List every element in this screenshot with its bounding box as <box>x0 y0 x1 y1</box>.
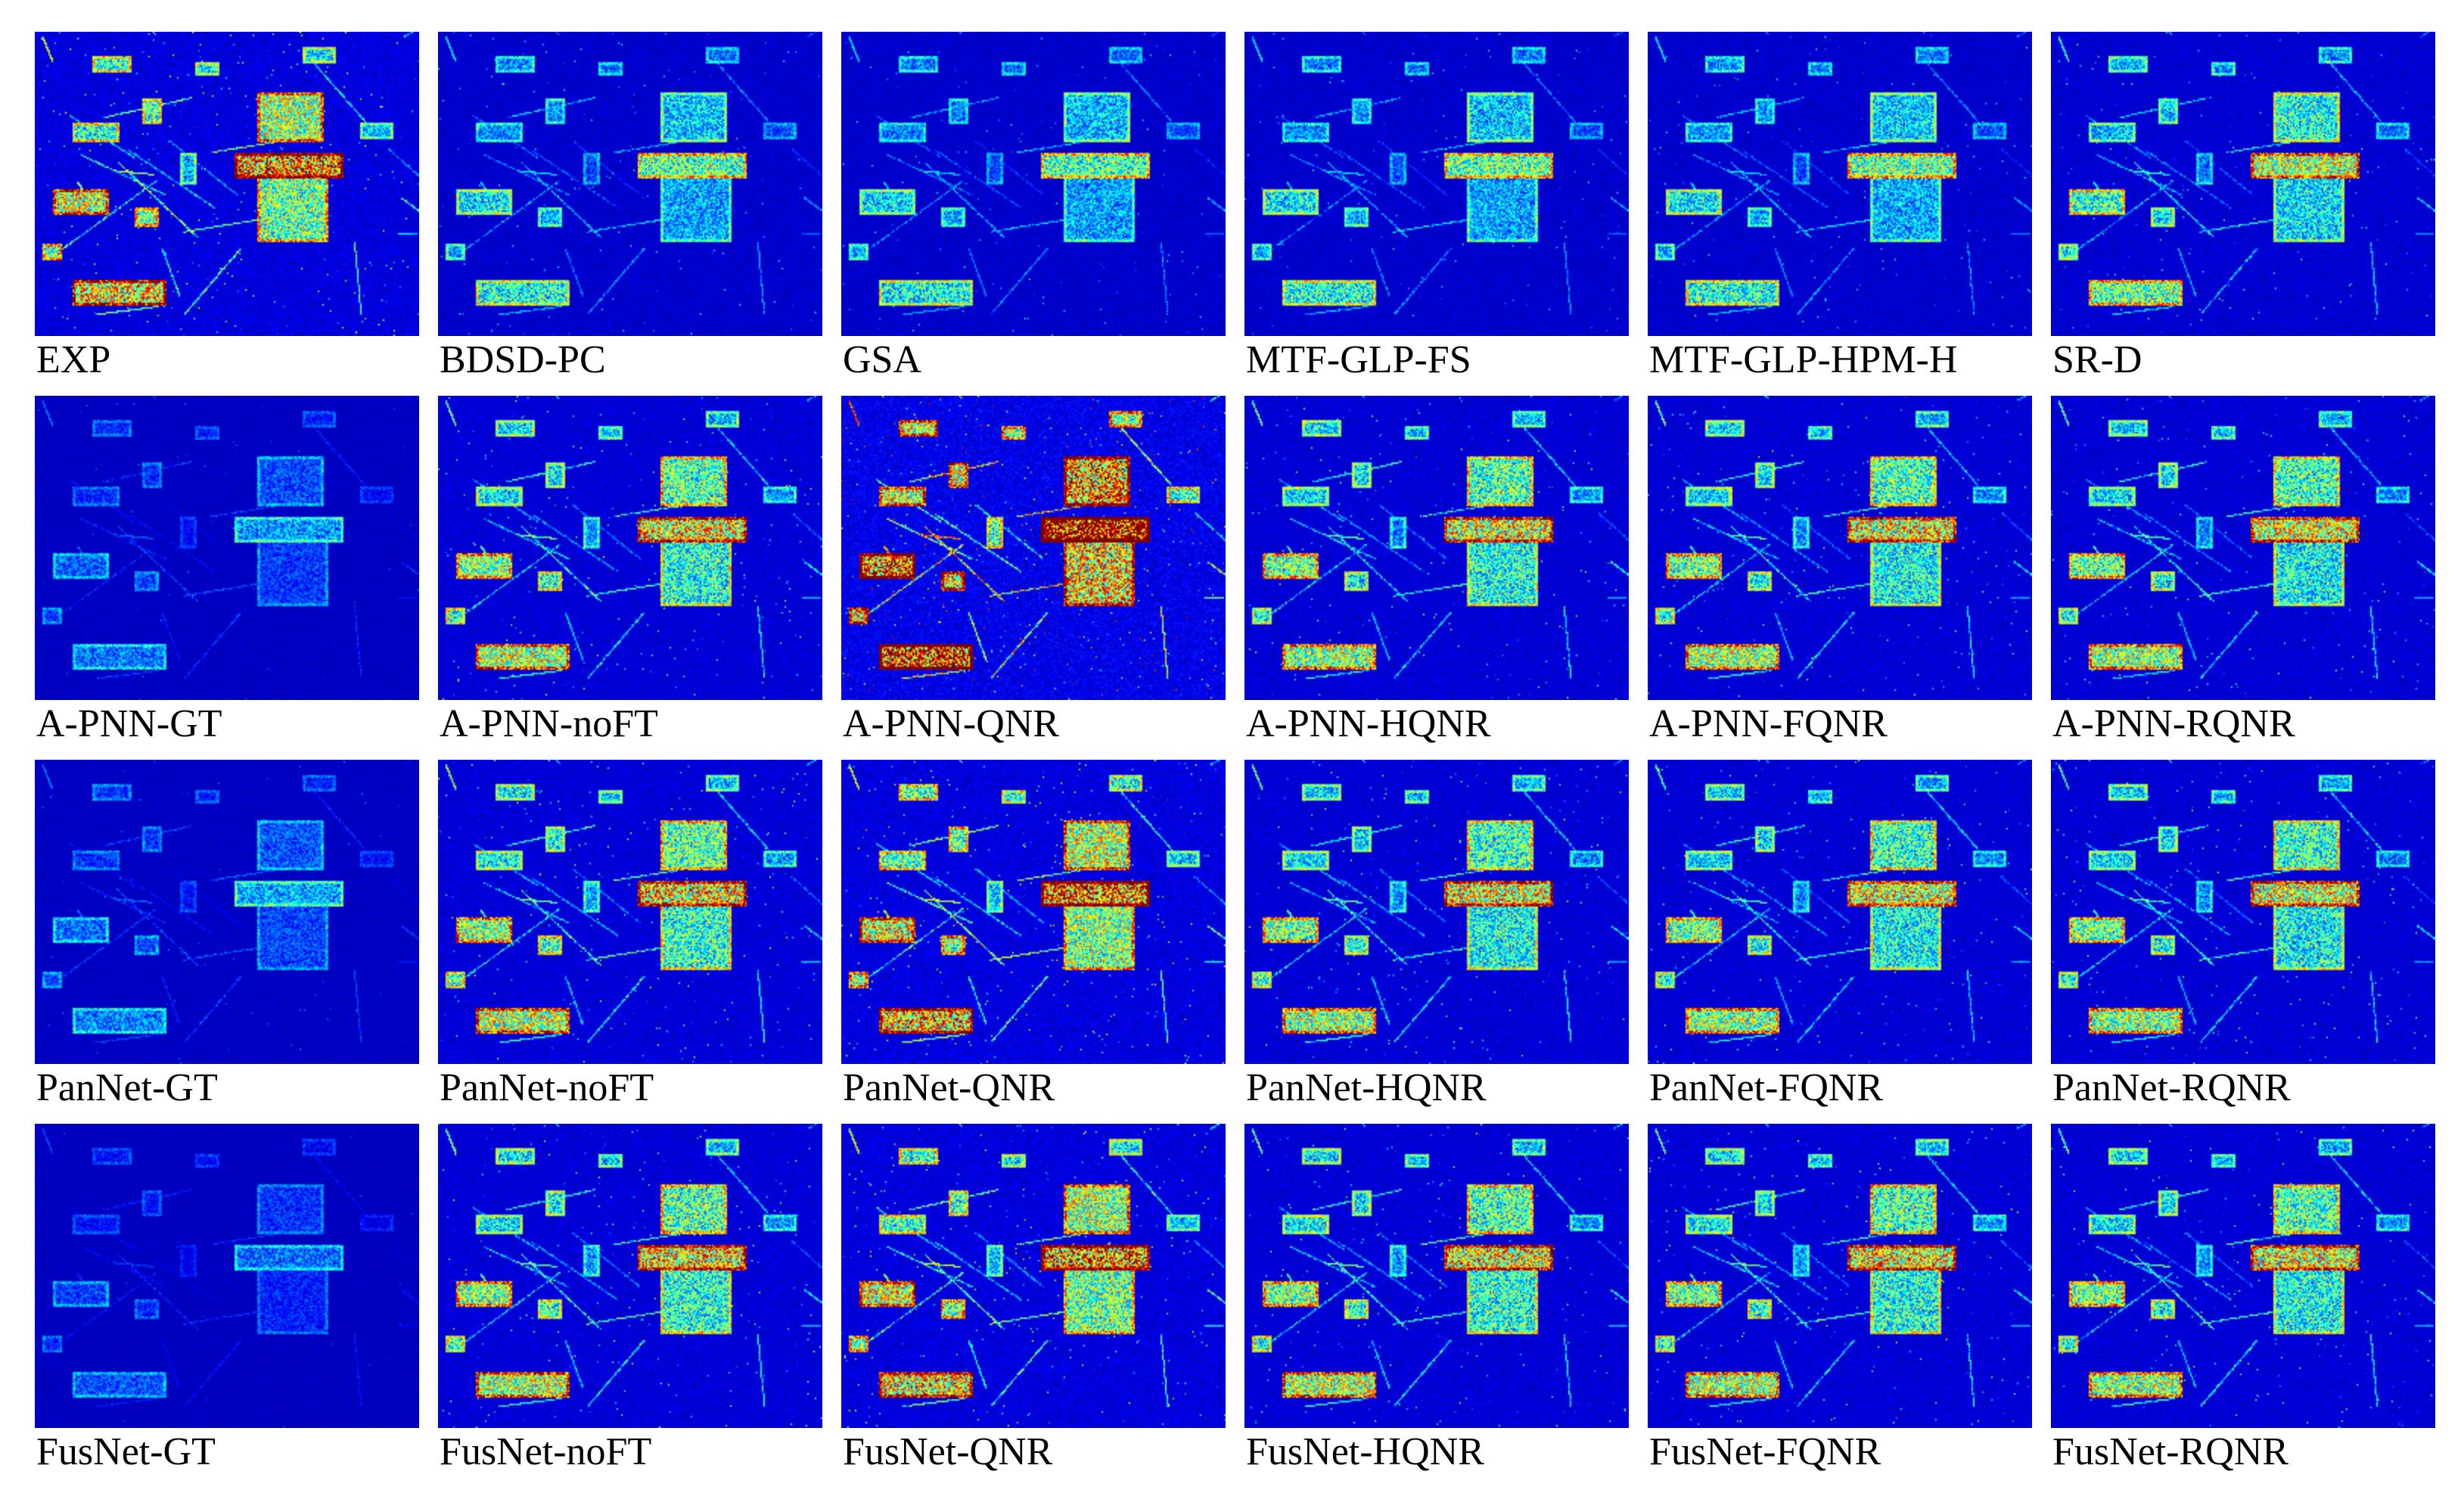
figure-cell: A-PNN-noFT <box>438 396 822 753</box>
figure-cell: PanNet-RQNR <box>2051 760 2435 1117</box>
heatmap-canvas <box>438 760 822 1064</box>
error-map-image <box>2051 396 2435 700</box>
error-map-image <box>841 760 1226 1064</box>
figure-cell: FusNet-QNR <box>841 1124 1226 1481</box>
error-map-image <box>1244 760 1629 1064</box>
figure-cell: A-PNN-GT <box>35 396 419 753</box>
figure-cell: A-PNN-RQNR <box>2051 396 2435 753</box>
heatmap-canvas <box>35 1124 419 1428</box>
figure-cell: A-PNN-QNR <box>841 396 1226 753</box>
panel-caption: A-PNN-HQNR <box>1246 702 1491 745</box>
heatmap-canvas <box>1648 32 2032 336</box>
panel-caption: FusNet-GT <box>36 1430 216 1473</box>
error-map-image <box>841 1124 1226 1428</box>
heatmap-canvas <box>2051 396 2435 700</box>
panel-caption: PanNet-QNR <box>843 1066 1055 1109</box>
figure-cell: PanNet-FQNR <box>1648 760 2032 1117</box>
figure-cell: FusNet-FQNR <box>1648 1124 2032 1481</box>
heatmap-canvas <box>35 32 419 336</box>
heatmap-canvas <box>1244 32 1629 336</box>
heatmap-canvas <box>1648 396 2032 700</box>
figure-cell: MTF-GLP-HPM-H <box>1648 32 2032 389</box>
figure-cell: SR-D <box>2051 32 2435 389</box>
panel-caption: PanNet-noFT <box>440 1066 654 1109</box>
panel-caption: FusNet-RQNR <box>2052 1430 2289 1473</box>
heatmap-canvas <box>841 760 1226 1064</box>
heatmap-canvas <box>2051 760 2435 1064</box>
panel-caption: PanNet-FQNR <box>1649 1066 1884 1109</box>
error-map-image <box>2051 32 2435 336</box>
heatmap-canvas <box>841 32 1226 336</box>
heatmap-canvas <box>1244 760 1629 1064</box>
figure-cell: FusNet-RQNR <box>2051 1124 2435 1481</box>
figure-cell: GSA <box>841 32 1226 389</box>
panel-caption: EXP <box>36 338 111 381</box>
panel-caption: FusNet-FQNR <box>1649 1430 1881 1473</box>
figure-cell: FusNet-GT <box>35 1124 419 1481</box>
error-map-image <box>438 1124 822 1428</box>
panel-caption: A-PNN-QNR <box>843 702 1059 745</box>
error-map-image <box>1648 760 2032 1064</box>
figure-cell: MTF-GLP-FS <box>1244 32 1629 389</box>
heatmap-canvas <box>841 1124 1226 1428</box>
panel-caption: PanNet-RQNR <box>2052 1066 2291 1109</box>
heatmap-canvas <box>35 396 419 700</box>
panel-caption: SR-D <box>2052 338 2142 381</box>
figure-cell: EXP <box>35 32 419 389</box>
error-map-image <box>841 396 1226 700</box>
heatmap-canvas <box>2051 32 2435 336</box>
heatmap-canvas <box>2051 1124 2435 1428</box>
panel-caption: FusNet-HQNR <box>1246 1430 1484 1473</box>
panel-caption: A-PNN-FQNR <box>1649 702 1888 745</box>
heatmap-canvas <box>35 760 419 1064</box>
panel-caption: FusNet-QNR <box>843 1430 1053 1473</box>
error-map-image <box>1648 396 2032 700</box>
error-map-image <box>35 32 419 336</box>
error-map-image <box>438 760 822 1064</box>
heatmap-canvas <box>438 32 822 336</box>
figure-cell: FusNet-noFT <box>438 1124 822 1481</box>
error-map-image <box>1648 32 2032 336</box>
heatmap-canvas <box>1648 1124 2032 1428</box>
panel-caption: A-PNN-GT <box>36 702 222 745</box>
panel-caption: MTF-GLP-FS <box>1246 338 1471 381</box>
heatmap-canvas <box>1244 396 1629 700</box>
error-map-image <box>35 396 419 700</box>
error-map-image <box>438 32 822 336</box>
heatmap-canvas <box>438 1124 822 1428</box>
error-map-image <box>438 396 822 700</box>
panel-caption: GSA <box>843 338 922 381</box>
figure-cell: PanNet-HQNR <box>1244 760 1629 1117</box>
figure-cell: PanNet-QNR <box>841 760 1226 1117</box>
figure-cell: PanNet-GT <box>35 760 419 1117</box>
panel-caption: A-PNN-RQNR <box>2052 702 2295 745</box>
figure-cell: BDSD-PC <box>438 32 822 389</box>
panel-caption: BDSD-PC <box>440 338 606 381</box>
panel-caption: A-PNN-noFT <box>440 702 658 745</box>
error-map-image <box>1648 1124 2032 1428</box>
error-map-image <box>35 1124 419 1428</box>
error-map-image <box>2051 760 2435 1064</box>
error-map-image <box>1244 396 1629 700</box>
error-map-image <box>841 32 1226 336</box>
error-map-image <box>2051 1124 2435 1428</box>
heatmap-canvas <box>1648 760 2032 1064</box>
figure-cell: FusNet-HQNR <box>1244 1124 1629 1481</box>
panel-caption: FusNet-noFT <box>440 1430 652 1473</box>
error-map-image <box>35 760 419 1064</box>
figure-cell: A-PNN-HQNR <box>1244 396 1629 753</box>
error-map-image <box>1244 1124 1629 1428</box>
panel-caption: PanNet-HQNR <box>1246 1066 1487 1109</box>
error-map-image <box>1244 32 1629 336</box>
figure-cell: A-PNN-FQNR <box>1648 396 2032 753</box>
heatmap-canvas <box>438 396 822 700</box>
panel-caption: PanNet-GT <box>36 1066 218 1109</box>
heatmap-canvas <box>841 396 1226 700</box>
heatmap-canvas <box>1244 1124 1629 1428</box>
figure-cell: PanNet-noFT <box>438 760 822 1117</box>
panel-caption: MTF-GLP-HPM-H <box>1649 338 1958 381</box>
